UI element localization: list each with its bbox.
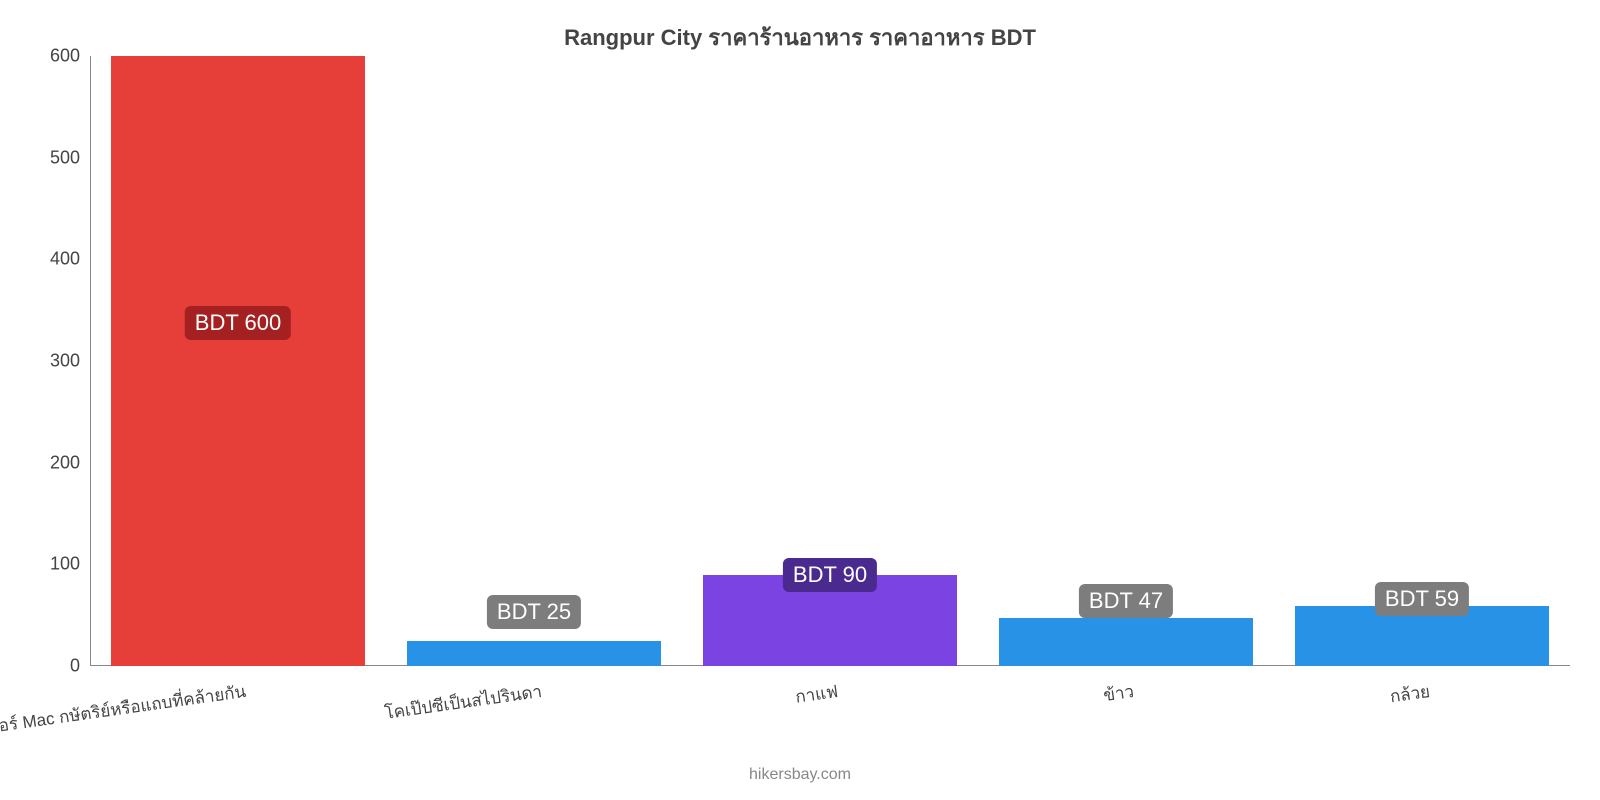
bar-value-label: BDT 47 — [1079, 584, 1173, 618]
bar — [407, 641, 662, 666]
y-tick-label: 300 — [50, 351, 90, 372]
bar — [999, 618, 1254, 666]
bar-value-label: BDT 25 — [487, 595, 581, 629]
y-tick-label: 600 — [50, 46, 90, 67]
y-axis-line — [90, 56, 91, 666]
bar-value-label: BDT 600 — [185, 306, 291, 340]
y-tick-label: 100 — [50, 554, 90, 575]
bar-value-label: BDT 90 — [783, 558, 877, 592]
chart-title: Rangpur City ราคาร้านอาหาร ราคาอาหาร BDT — [0, 20, 1600, 55]
attribution-text: hikersbay.com — [749, 766, 851, 784]
x-category-label: กาแฟ — [794, 678, 840, 711]
y-tick-label: 500 — [50, 147, 90, 168]
bar-value-label: BDT 59 — [1375, 582, 1469, 616]
x-category-label: โคเป๊ปซีเป็นสไปรินดา — [383, 678, 544, 727]
x-category-label: ข้าว — [1102, 678, 1136, 709]
x-category-label: เบอร์เกอร์ Mac กษัตริย์หรือแถบที่คล้ายกั… — [0, 678, 248, 747]
x-category-label: กล้วย — [1388, 678, 1432, 710]
plot-area: 0100200300400500600เบอร์เกอร์ Mac กษัตริ… — [90, 56, 1570, 666]
y-tick-label: 0 — [70, 656, 90, 677]
bar — [111, 56, 366, 666]
y-tick-label: 400 — [50, 249, 90, 270]
y-tick-label: 200 — [50, 452, 90, 473]
price-bar-chart: Rangpur City ราคาร้านอาหาร ราคาอาหาร BDT… — [0, 0, 1600, 800]
